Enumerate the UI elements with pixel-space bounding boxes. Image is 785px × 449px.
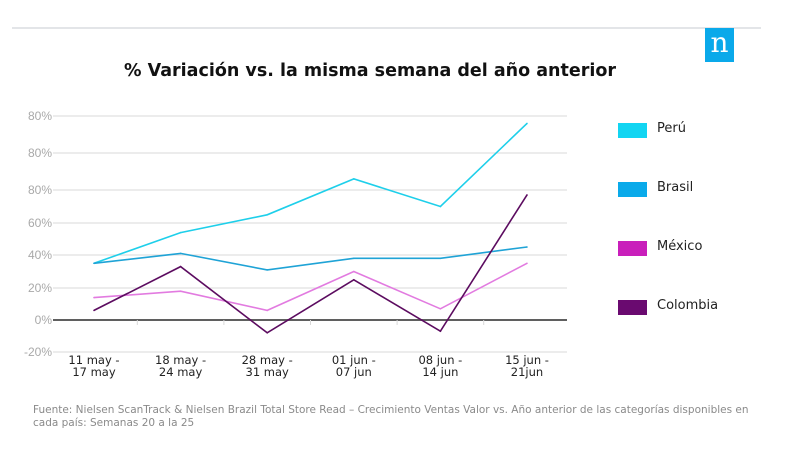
data-point-brasil [526,246,528,248]
data-point-mexico [93,296,95,299]
data-point-colombia [266,332,269,334]
legend-item-brasil: Brasil [618,180,768,198]
series-line-brasil [93,246,528,271]
y-tick-label: 0% [35,313,53,327]
series-line-colombia [93,194,528,334]
x-tick-label-line: 15 jun - [505,353,549,367]
y-tick-label: 60% [28,216,52,230]
series-lines [93,122,528,334]
legend-label: Brasil [657,180,694,195]
y-tick-label: 80% [28,109,52,123]
x-tick-label-line: 14 jun [422,365,458,379]
nielsen-logo: n [705,28,734,62]
legend-item-peru: Perú [618,121,768,139]
legend-swatch [618,300,647,315]
data-point-colombia [526,194,528,196]
x-tick-label-line: 24 may [159,365,203,379]
x-tick-label-line: 18 may - [155,353,206,367]
data-point-peru [439,205,442,208]
gridlines [53,115,567,353]
x-tick-label: 01 jun -07 jun [332,353,376,379]
data-point-mexico [266,309,269,312]
series-line-peru [93,122,528,265]
x-tick-label-line: 31 may [246,365,290,379]
data-point-brasil [439,257,442,260]
legend-swatch [618,182,647,197]
data-point-colombia [439,330,442,333]
legend-label: México [657,239,703,254]
x-tick-label-line: 21jun [511,365,543,379]
logo-glyph: n [710,26,729,59]
data-point-peru [266,213,269,216]
y-axis-labels: -20% 0% 20% 40% 60% 80% 80% 80% [24,109,52,359]
x-tick-label: 18 may -24 may [155,353,206,379]
data-point-mexico [179,290,182,293]
data-point-brasil [353,257,355,260]
x-tick-label-line: 17 may [72,365,116,379]
y-tick-label: 80% [28,146,52,160]
legend-swatch [618,241,647,256]
x-tick-label-line: 28 may - [242,353,293,367]
data-point-mexico [439,308,442,310]
data-point-colombia [353,278,355,281]
legend-label: Colombia [657,298,719,313]
data-point-brasil [266,269,269,271]
legend-item-mexico: México [618,239,768,257]
chart-title: % Variación vs. la misma semana del año … [124,61,616,81]
data-point-colombia [93,309,95,312]
data-point-peru [526,122,528,125]
header-rule [12,27,761,29]
data-point-mexico [526,262,528,265]
x-tick-label-line: 11 may - [68,353,119,367]
series-line-mexico [93,262,528,312]
legend-item-colombia: Colombia [618,298,768,316]
x-tick-label-line: 01 jun - [332,353,376,367]
data-point-brasil [179,252,182,255]
x-tick-label: 08 jun -14 jun [418,353,462,379]
legend-swatch [618,123,647,138]
x-tick-label-line: 08 jun - [418,353,462,367]
data-point-mexico [353,270,355,273]
data-point-peru [353,178,355,180]
x-tick-label: 28 may -31 may [242,353,293,379]
data-point-brasil [93,262,95,265]
y-tick-label: 20% [28,281,52,295]
x-axis-labels: 11 may -17 may 18 may -24 may 28 may -31 m… [68,353,549,379]
x-tick-label: 15 jun -21jun [505,353,549,379]
data-point-colombia [179,265,182,268]
legend-label: Perú [657,121,686,136]
y-tick-label: 40% [28,248,52,262]
y-tick-label: -20% [24,345,52,359]
y-tick-label: 80% [28,183,52,197]
x-tick-label: 11 may -17 may [68,353,119,379]
data-point-peru [179,231,182,234]
source-note: Fuente: Nielsen ScanTrack & Nielsen Braz… [33,404,749,429]
x-tick-label-line: 07 jun [336,365,372,379]
